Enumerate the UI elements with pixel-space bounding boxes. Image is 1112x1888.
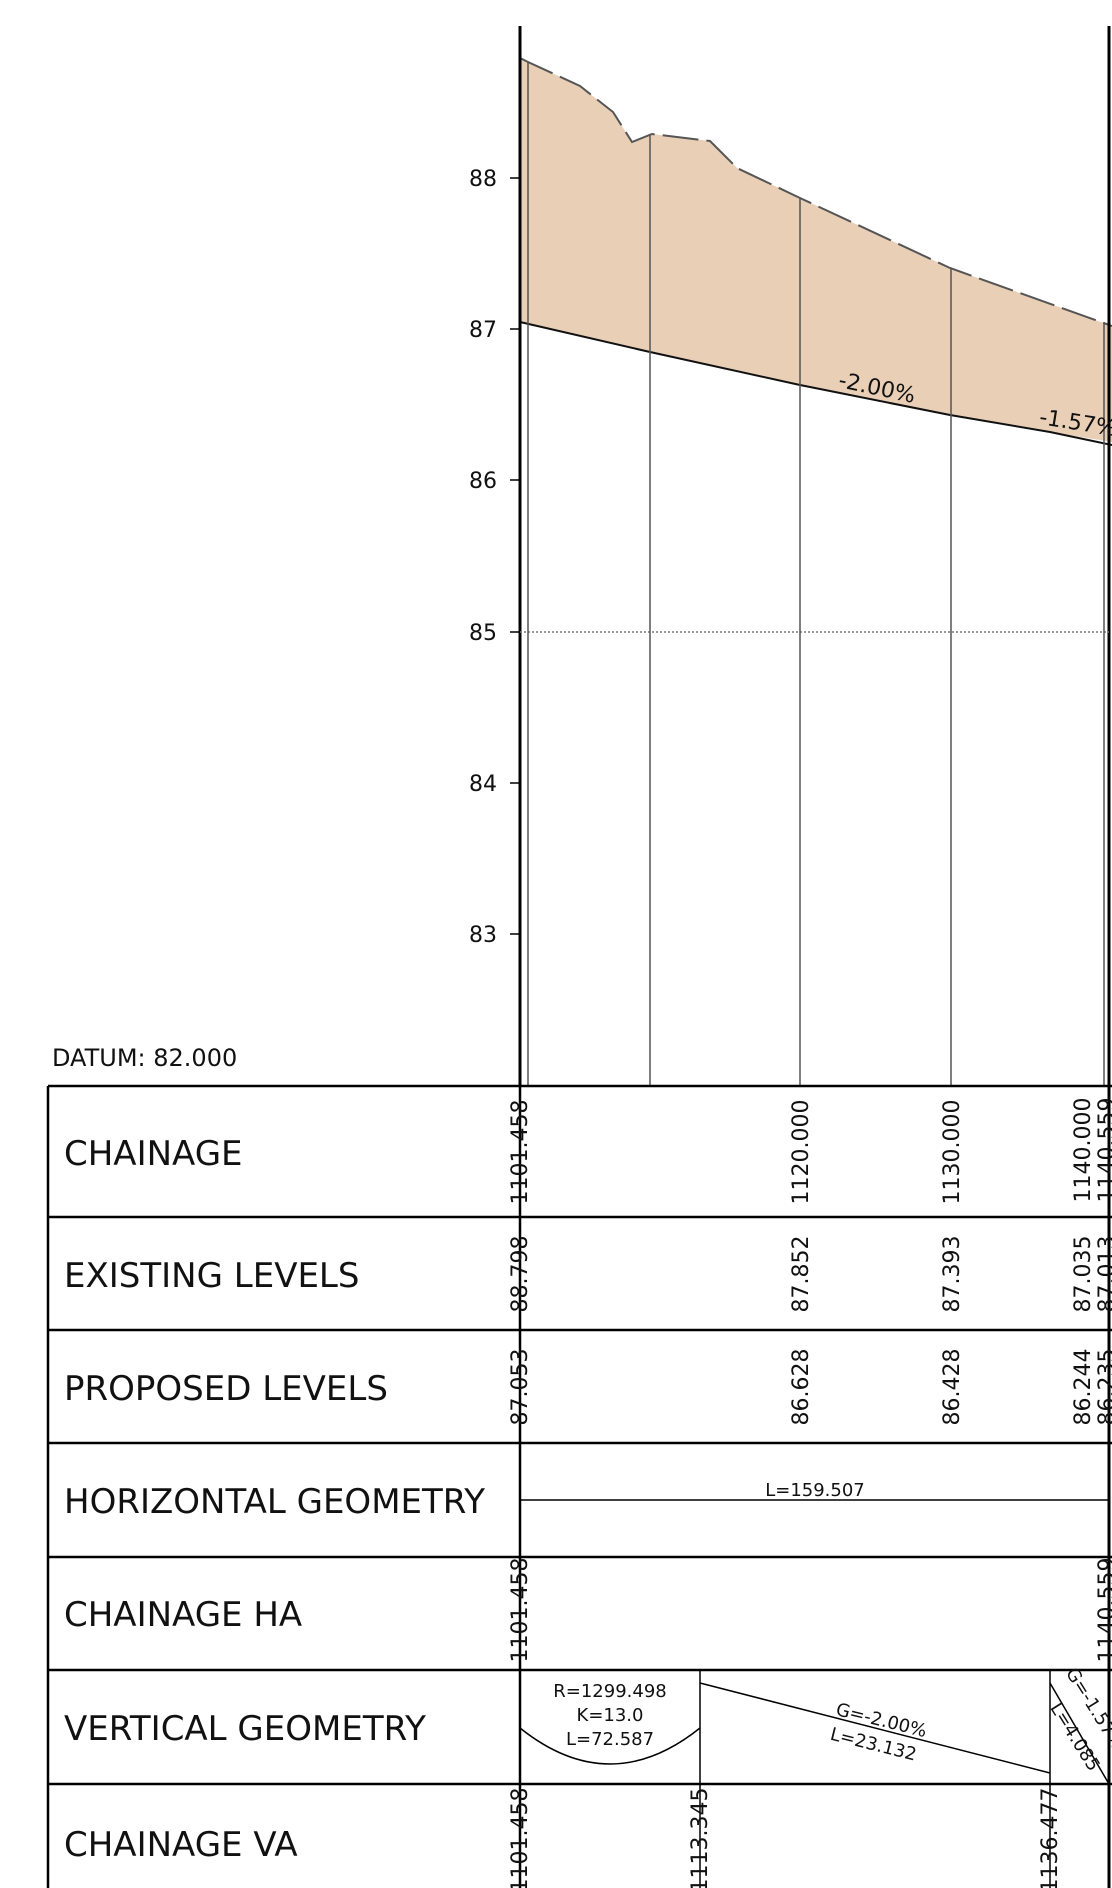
existing-value-5: 87.013 [1095, 1236, 1112, 1313]
elevation-tick-83: 83 [469, 923, 497, 948]
chainage-va-value-1: 1101.458 [508, 1788, 533, 1888]
proposed-value-2: 86.628 [789, 1349, 814, 1426]
chainage-ha-value-2: 1140.559 [1095, 1558, 1112, 1663]
curve-k: K=13.0 [577, 1705, 644, 1726]
station-lines [527, 62, 1105, 1085]
grade-line-1 [699, 1682, 1051, 1774]
chainage-value-2: 1120.000 [789, 1100, 814, 1205]
row-label-vertical-geometry: VERTICAL GEOMETRY [64, 1709, 426, 1749]
chainage-ha-value-1: 1101.458 [508, 1558, 533, 1663]
elevation-tick-84: 84 [469, 772, 497, 797]
horizontal-geometry-length: L=159.507 [765, 1480, 865, 1501]
proposed-value-3: 86.428 [940, 1349, 965, 1426]
elevation-tick-87: 87 [469, 318, 497, 343]
existing-level-values: 88.798 87.852 87.393 87.035 87.013 [508, 1236, 1112, 1313]
elevation-tick-group: 88 87 86 85 84 83 [469, 167, 520, 948]
data-table [46, 1084, 1112, 1888]
row-label-proposed-levels: PROPOSED LEVELS [64, 1369, 388, 1409]
proposed-value-4: 86.244 [1071, 1349, 1096, 1426]
row-label-existing-levels: EXISTING LEVELS [64, 1256, 359, 1296]
row-label-chainage: CHAINAGE [64, 1134, 243, 1174]
cut-fill-area [520, 58, 1112, 442]
proposed-level-values: 87.053 86.628 86.428 86.244 86.235 [508, 1349, 1112, 1426]
existing-value-1: 88.798 [508, 1236, 533, 1313]
existing-value-4: 87.035 [1071, 1236, 1096, 1313]
chainage-va-value-2: 1113.345 [688, 1788, 713, 1888]
curve-radius: R=1299.498 [553, 1681, 666, 1702]
vertical-curve [519, 1727, 701, 1765]
vertical-geometry: R=1299.498 K=13.0 L=72.587 G=-2.00% L=23… [519, 1664, 1112, 1785]
chainage-values: 1101.458 1120.000 1130.000 1140.000 1140… [508, 1086, 1112, 1217]
proposed-level-line [519, 321, 1112, 446]
row-label-chainage-ha: CHAINAGE HA [64, 1595, 302, 1635]
elevation-tick-88: 88 [469, 167, 497, 192]
grade-line-2 [1049, 1682, 1110, 1785]
elevation-tick-86: 86 [469, 469, 497, 494]
existing-value-2: 87.852 [789, 1236, 814, 1313]
chainage-va-value-3: 1136.477 [1038, 1788, 1063, 1888]
row-label-horizontal-geometry: HORIZONTAL GEOMETRY [64, 1482, 485, 1522]
chainage-value-1: 1101.458 [508, 1100, 533, 1205]
chainage-value-3: 1130.000 [940, 1100, 965, 1205]
chainage-value-4: 1140.000 [1071, 1098, 1096, 1203]
existing-ground-line [519, 57, 1112, 327]
proposed-value-5: 86.235 [1095, 1349, 1112, 1426]
proposed-value-1: 87.053 [508, 1349, 533, 1426]
datum-label: DATUM: 82.000 [52, 1044, 237, 1072]
row-label-chainage-va: CHAINAGE VA [64, 1825, 298, 1865]
existing-value-3: 87.393 [940, 1236, 965, 1313]
chainage-va-values: 1101.458 1113.345 1136.477 [508, 1784, 1063, 1888]
elevation-tick-85: 85 [469, 621, 497, 646]
curve-length: L=72.587 [566, 1729, 654, 1750]
chainage-value-5: 1140.559 [1095, 1098, 1112, 1203]
